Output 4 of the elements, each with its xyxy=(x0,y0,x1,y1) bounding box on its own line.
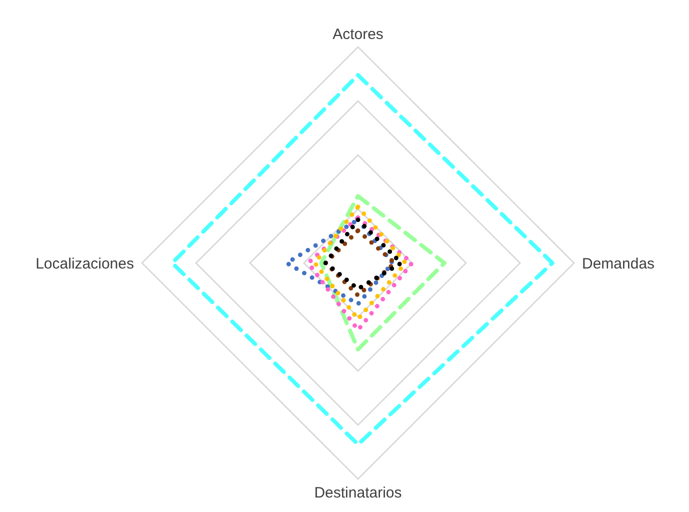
spoke-label: Localizaciones xyxy=(36,255,134,272)
spoke-label: Actores xyxy=(332,26,384,43)
spoke-label: Demandas xyxy=(582,255,655,272)
spoke-label: Destinatarios xyxy=(314,484,402,502)
